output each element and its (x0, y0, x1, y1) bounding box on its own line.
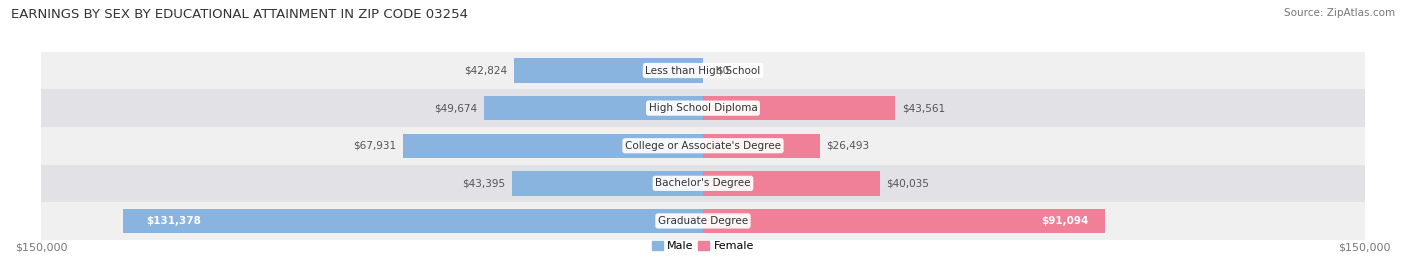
Bar (703, 171, 880, 196)
Text: Less than High School: Less than High School (645, 65, 761, 76)
Text: College or Associate's Degree: College or Associate's Degree (626, 141, 780, 151)
Text: Graduate Degree: Graduate Degree (658, 216, 748, 226)
Bar (703, 133, 820, 158)
Text: $49,674: $49,674 (434, 103, 477, 113)
Text: $0: $0 (716, 65, 730, 76)
Bar (515, 58, 703, 83)
Bar (703, 209, 1105, 233)
Text: $67,931: $67,931 (353, 141, 396, 151)
Text: $43,561: $43,561 (901, 103, 945, 113)
Text: High School Diploma: High School Diploma (648, 103, 758, 113)
Text: $40,035: $40,035 (886, 178, 929, 188)
Bar (41, 165, 1365, 202)
Bar (484, 96, 703, 120)
Bar (703, 96, 896, 120)
Bar (41, 202, 1365, 240)
Text: Source: ZipAtlas.com: Source: ZipAtlas.com (1284, 8, 1395, 18)
Text: $26,493: $26,493 (827, 141, 870, 151)
Text: EARNINGS BY SEX BY EDUCATIONAL ATTAINMENT IN ZIP CODE 03254: EARNINGS BY SEX BY EDUCATIONAL ATTAINMEN… (11, 8, 468, 21)
Bar (404, 133, 703, 158)
Legend: Male, Female: Male, Female (652, 241, 754, 251)
Text: $42,824: $42,824 (464, 65, 508, 76)
Bar (41, 52, 1365, 89)
Text: Bachelor's Degree: Bachelor's Degree (655, 178, 751, 188)
Text: $43,395: $43,395 (461, 178, 505, 188)
Bar (124, 209, 703, 233)
Bar (41, 89, 1365, 127)
Bar (41, 127, 1365, 165)
Text: $131,378: $131,378 (146, 216, 201, 226)
Bar (512, 171, 703, 196)
Text: $91,094: $91,094 (1042, 216, 1088, 226)
